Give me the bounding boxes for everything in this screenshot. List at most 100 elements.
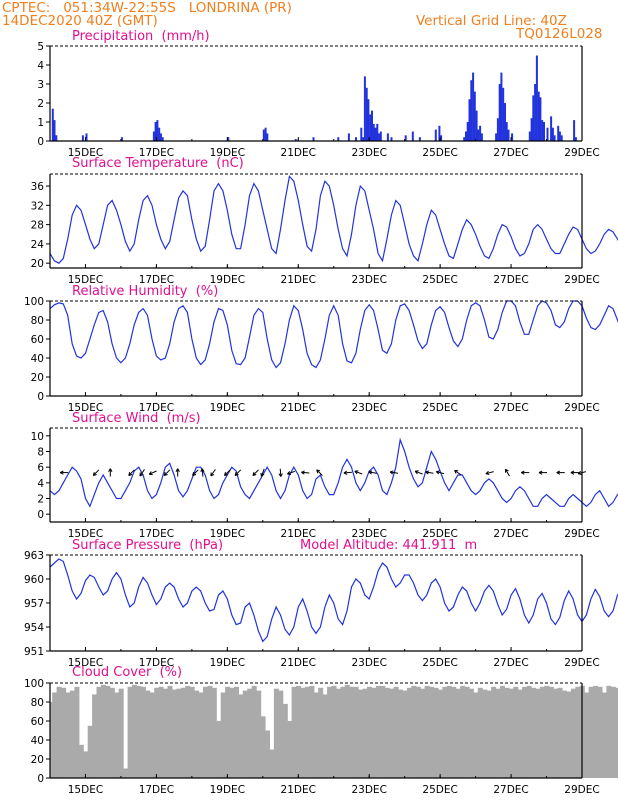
wind-ytick-label: 2 <box>37 494 44 506</box>
precip-bar <box>294 139 297 141</box>
precip-ytick-label: 2 <box>37 98 44 110</box>
cloud-xtick-label: 19DEC <box>210 784 245 796</box>
precip-bar <box>463 137 466 141</box>
cloud-xtick-label: 29DEC <box>564 784 599 796</box>
precip-bar <box>152 131 155 141</box>
wind-xtick-label: 15DEC <box>68 528 103 540</box>
precip-bar <box>347 133 350 141</box>
cloud-bar <box>468 688 474 778</box>
precip-bar <box>532 95 535 141</box>
pressure-xtick-label: 25DEC <box>422 657 457 669</box>
precip-bar <box>475 110 478 141</box>
cloud-bar <box>491 686 497 778</box>
cloud-bar <box>74 686 80 778</box>
wind-arrow <box>260 468 265 477</box>
cloud-bar <box>473 692 479 778</box>
precip-bar <box>465 131 467 141</box>
wind-arrow <box>556 470 565 475</box>
wind-arrow <box>224 469 231 476</box>
pressure-xtick-label: 15DEC <box>68 657 103 669</box>
header-right-line2: TQ0126L028 <box>516 26 603 42</box>
cloud-bar <box>127 686 133 778</box>
cloud-bar <box>322 694 328 778</box>
temp-ytick-label: 36 <box>31 181 45 193</box>
precip-ytick-label: 0 <box>37 136 44 148</box>
cloud-bar <box>287 721 293 778</box>
pressure-ytick-label: 960 <box>24 574 44 586</box>
precip-bar <box>156 120 159 141</box>
precip-bar <box>372 123 375 141</box>
cloud-bar <box>610 686 616 778</box>
pressure-ytick-label: 957 <box>24 598 44 610</box>
cloud-bar <box>278 690 284 778</box>
cloud-bar <box>548 686 554 778</box>
wind-xtick-label: 19DEC <box>210 528 245 540</box>
wind-arrow <box>252 469 259 476</box>
rh-xtick-label: 17DEC <box>139 402 174 414</box>
cloud-bar <box>539 686 545 778</box>
wind-arrow <box>354 470 363 475</box>
precip-bar <box>535 55 538 141</box>
precip-bar <box>362 137 365 141</box>
cloud-bar <box>282 703 288 778</box>
precip-xtick-label: 21DEC <box>281 147 316 159</box>
wind-series-line <box>49 437 618 508</box>
wind-ytick-label: 6 <box>37 462 44 474</box>
model-altitude-label: Model Altitude: 441.911 m <box>300 538 478 553</box>
cloud-bar <box>198 692 204 778</box>
cloud-bar <box>256 690 262 778</box>
cloud-bar <box>553 688 559 778</box>
cloud-bar <box>154 687 160 779</box>
cloud-bar <box>260 716 266 779</box>
cloud-bar <box>101 684 106 778</box>
wind-arrow <box>538 470 547 475</box>
cloud-bar <box>358 689 364 778</box>
temp-ytick-label: 24 <box>31 239 45 251</box>
cloud-bar <box>247 688 253 778</box>
pressure-title: Surface Pressure (hPa) <box>72 538 224 553</box>
cloud-bar <box>273 688 279 778</box>
precip-ytick-label: 3 <box>37 79 44 91</box>
cloud-bar <box>566 691 572 778</box>
cloud-bar <box>424 685 430 778</box>
rh-ytick-label: 60 <box>31 334 44 346</box>
temp-xtick-label: 27DEC <box>493 274 528 286</box>
precip-bar <box>85 133 88 141</box>
rh-ytick-label: 40 <box>31 353 44 365</box>
cloud-bar <box>185 685 191 778</box>
cloud-bar <box>588 686 594 778</box>
precip-bar <box>504 103 506 141</box>
temp-ytick-label: 32 <box>31 200 44 212</box>
cloud-bar <box>508 688 514 778</box>
precip-bar <box>81 135 84 141</box>
cloud-bar <box>535 688 541 778</box>
cloud-bar <box>420 688 426 778</box>
header-left-line1: CPTEC: 051:34W-22:55S LONDRINA (PR) <box>2 0 292 16</box>
precip-bar <box>511 133 514 141</box>
cloud-bar <box>597 686 603 778</box>
wind-arrow <box>59 470 69 475</box>
cloud-bar <box>602 692 607 778</box>
cloud-bar <box>56 686 62 778</box>
cloud-ytick-label: 60 <box>31 716 44 728</box>
cloud-bar <box>109 687 115 779</box>
cloud-bar <box>486 690 492 778</box>
cloud-bar <box>207 685 213 778</box>
precip-bar <box>371 110 373 141</box>
wind-xtick-label: 21DEC <box>281 528 316 540</box>
precip-bar <box>473 91 476 141</box>
precip-bar <box>498 84 501 141</box>
cloud-bar <box>163 688 168 778</box>
temp-ytick-label: 20 <box>31 258 44 270</box>
wind-arrow <box>108 468 113 477</box>
precip-bar <box>363 76 366 141</box>
precip-bar <box>53 120 56 141</box>
cloud-bar <box>238 694 244 778</box>
cloud-ytick-label: 80 <box>31 697 44 709</box>
wind-ytick-label: 4 <box>37 478 44 490</box>
cloud-bar <box>61 687 67 779</box>
cloud-bar <box>87 725 93 779</box>
rh-xtick-label: 15DEC <box>68 402 103 414</box>
cloud-bar <box>522 686 528 778</box>
